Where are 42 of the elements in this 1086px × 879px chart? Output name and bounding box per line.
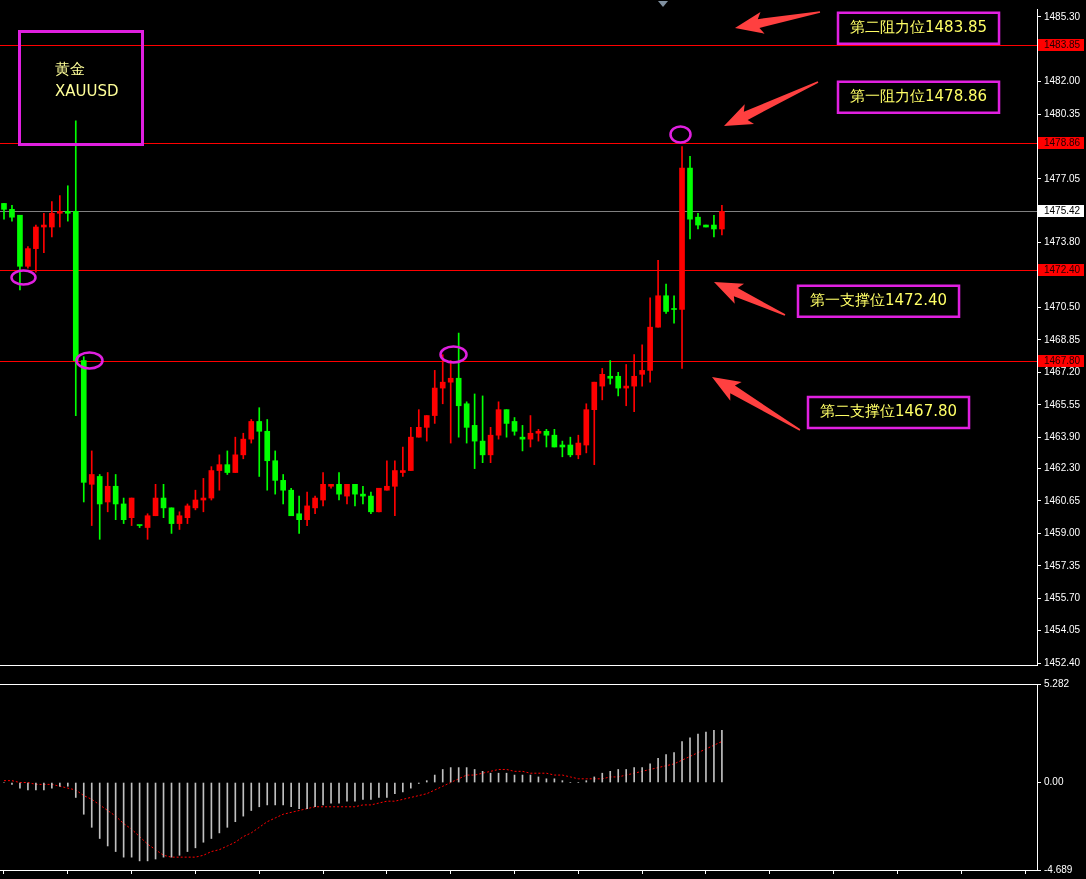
y-tick-label: 1470.50 — [1044, 301, 1081, 313]
ref-line-label: 1467.80 — [1044, 354, 1081, 366]
candlestick — [607, 360, 614, 385]
y-tick-label: 1459.00 — [1044, 527, 1081, 539]
line-series — [3, 740, 723, 858]
candlestick — [447, 360, 454, 444]
ref-line-label: 1483.85 — [1044, 38, 1081, 50]
candlestick — [296, 495, 302, 534]
y-tick-label: 1463.90 — [1044, 430, 1081, 442]
text: 黄金 XAUUSD — [55, 59, 120, 102]
y-tick-label: 1467.20 — [1044, 366, 1081, 378]
candlestick — [57, 195, 63, 228]
y-tick-label: 1477.05 — [1044, 172, 1081, 184]
y-tick-label: 1482.00 — [1044, 75, 1081, 87]
annotation: 第二支撑位1467.80 — [820, 402, 958, 421]
candlestick — [711, 214, 717, 238]
y-tick-label: 1462.30 — [1044, 462, 1081, 474]
y-tick-label: 0.00 — [1044, 776, 1064, 788]
y-tick-label: 5.282 — [1044, 677, 1070, 689]
candlestick — [400, 446, 406, 477]
y-tick-label: 1457.35 — [1044, 559, 1081, 571]
ref-line-label: 1472.40 — [1044, 263, 1081, 275]
annotation: 第一支撑位1472.40 — [810, 291, 948, 310]
y-tick-label: -4.689 — [1044, 863, 1073, 875]
candlestick — [88, 450, 95, 526]
candlestick — [384, 460, 390, 491]
y-tick-label: 1480.35 — [1044, 107, 1081, 119]
y-tick-label: 1468.85 — [1044, 333, 1081, 345]
y-tick-label: 1452.40 — [1044, 656, 1081, 668]
y-tick-label: 1485.30 — [1044, 10, 1081, 22]
ref-line-label: 1478.86 — [1044, 136, 1081, 148]
y-tick-label: 1473.80 — [1044, 236, 1081, 248]
y-tick-label: 1465.55 — [1044, 398, 1081, 410]
candlestick — [671, 295, 677, 324]
candlestick — [256, 407, 263, 477]
y-tick-label: 1460.65 — [1044, 494, 1081, 506]
candlestick — [64, 185, 71, 222]
annotation: 第二阻力位1483.85 — [850, 18, 988, 37]
annotation: 第一阻力位1478.86 — [850, 87, 988, 106]
y-tick-label: 1455.70 — [1044, 591, 1081, 603]
y-tick-label: 1454.05 — [1044, 624, 1081, 636]
ref-line-label: 1475.42 — [1044, 204, 1081, 216]
